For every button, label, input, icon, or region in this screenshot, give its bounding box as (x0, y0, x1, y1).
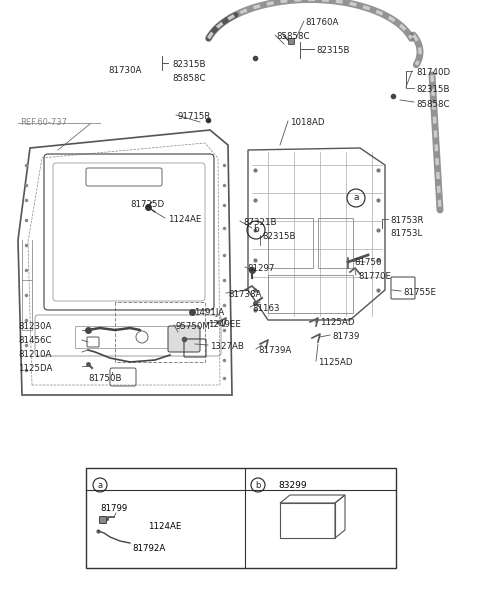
Text: 81753R: 81753R (390, 216, 423, 225)
Text: 1327AB: 1327AB (210, 342, 244, 351)
Text: REF.60-737: REF.60-737 (20, 118, 67, 127)
Text: 81297: 81297 (247, 264, 275, 273)
Text: 82315B: 82315B (416, 85, 449, 94)
Text: 81738A: 81738A (228, 290, 262, 299)
FancyBboxPatch shape (288, 38, 294, 44)
Text: 95750M: 95750M (176, 322, 211, 331)
Text: a: a (97, 481, 103, 489)
Text: 81210A: 81210A (18, 350, 51, 359)
Text: 81739A: 81739A (258, 346, 291, 355)
Text: 1249EE: 1249EE (208, 320, 241, 329)
Text: b: b (253, 226, 259, 235)
Text: 81770E: 81770E (358, 272, 391, 281)
Text: 87321B: 87321B (243, 218, 276, 227)
Text: 81739: 81739 (332, 332, 360, 341)
Text: 85858C: 85858C (172, 74, 205, 83)
Text: 81753L: 81753L (390, 229, 422, 238)
Text: 1124AE: 1124AE (168, 215, 202, 224)
Text: 81760A: 81760A (305, 18, 338, 27)
Text: 81755E: 81755E (403, 288, 436, 297)
Text: 1124AE: 1124AE (148, 522, 181, 531)
Text: 1125AD: 1125AD (320, 318, 355, 327)
FancyBboxPatch shape (99, 517, 107, 523)
Text: 81799: 81799 (100, 504, 127, 513)
Text: 1125DA: 1125DA (18, 364, 52, 373)
Text: 1125AD: 1125AD (318, 358, 352, 367)
Text: 81725D: 81725D (130, 200, 164, 209)
Text: 83299: 83299 (278, 481, 307, 489)
Text: 82315B: 82315B (316, 46, 349, 55)
Text: 82315B: 82315B (172, 60, 205, 69)
Text: a: a (353, 194, 359, 203)
Text: 81750: 81750 (354, 258, 382, 267)
Text: 81730A: 81730A (108, 66, 142, 75)
Text: 1491JA: 1491JA (194, 308, 224, 317)
Text: b: b (255, 481, 261, 489)
Text: 81750B: 81750B (88, 374, 121, 383)
FancyBboxPatch shape (168, 326, 200, 352)
Text: 81163: 81163 (252, 304, 279, 313)
Text: 1018AD: 1018AD (290, 118, 324, 127)
Text: 91715R: 91715R (178, 112, 211, 121)
Text: 82315B: 82315B (262, 232, 296, 241)
Text: 85858C: 85858C (276, 32, 310, 41)
Text: 81792A: 81792A (132, 544, 165, 553)
Text: 81230A: 81230A (18, 322, 51, 331)
Text: 81456C: 81456C (18, 336, 51, 345)
Text: 81740D: 81740D (416, 68, 450, 77)
Text: 85858C: 85858C (416, 100, 449, 109)
